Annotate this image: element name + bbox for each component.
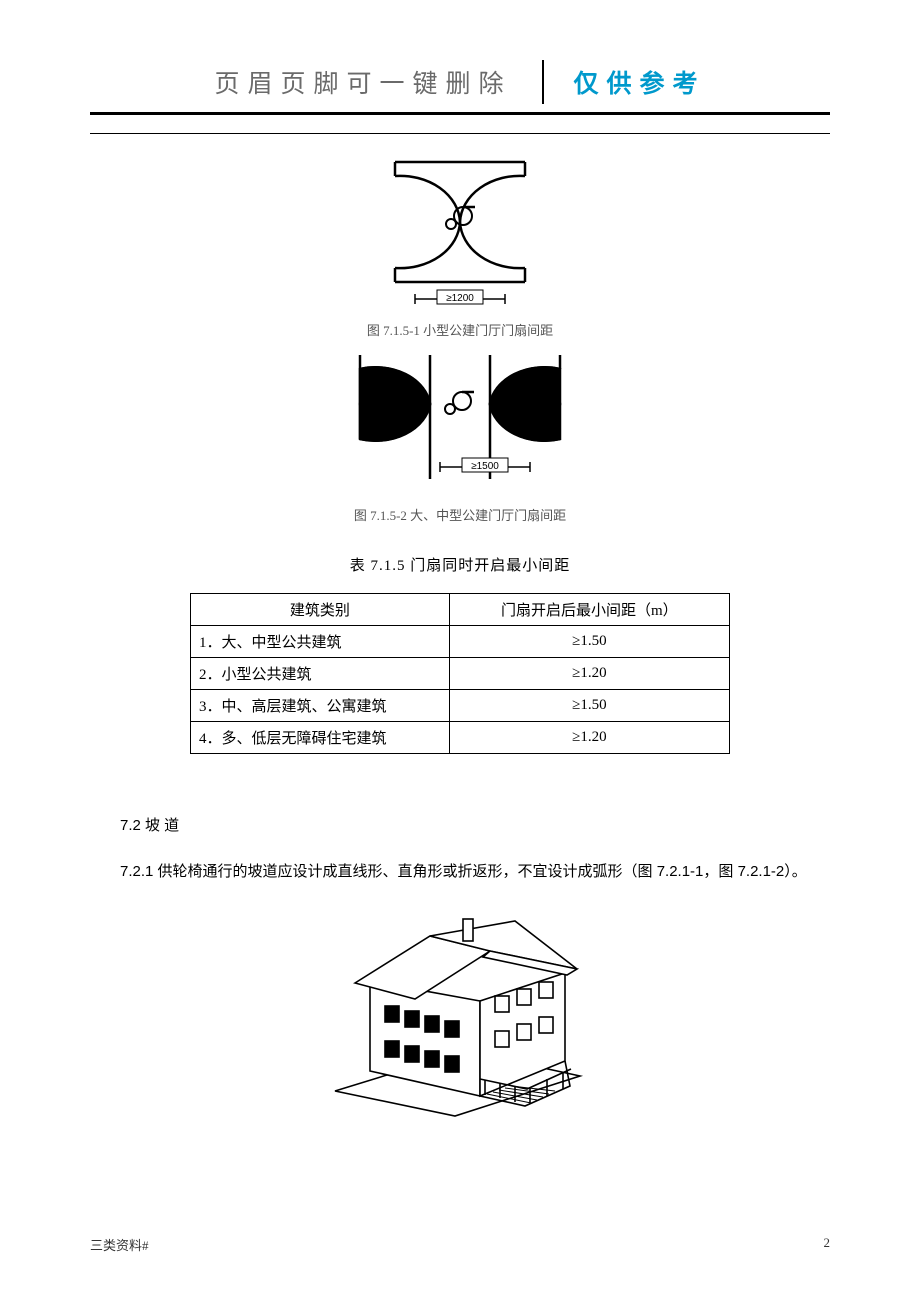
page-footer: 三类资料# 2 (90, 1235, 830, 1254)
fig1-dim-label: ≥1200 (446, 293, 474, 304)
page-header: 页眉页脚可一键删除 仅供参考 (90, 60, 830, 104)
table-row: 4．多、低层无障碍住宅建筑 ≥1.20 (191, 722, 730, 754)
table-cell: 2．小型公共建筑 (191, 658, 450, 690)
table-header-row: 建筑类别 门扇开启后最小间距（m） (191, 594, 730, 626)
fig2-dim-label: ≥1500 (471, 461, 499, 472)
table-row: 1．大、中型公共建筑 ≥1.50 (191, 626, 730, 658)
house-svg (315, 901, 605, 1121)
header-left-text: 页眉页脚可一键删除 (214, 64, 511, 100)
table-caption: 表 7.1.5 门扇同时开启最小间距 (90, 554, 830, 575)
footer-left: 三类资料# (90, 1235, 149, 1254)
table-cell: ≥1.20 (449, 722, 729, 754)
table-cell: 1．大、中型公共建筑 (191, 626, 450, 658)
figures-block: ≥1200 图 7.1.5-1 小型公建门厅门扇间距 (90, 154, 830, 524)
figure-house (90, 901, 830, 1126)
table-cell: ≥1.50 (449, 690, 729, 722)
table-col-header: 建筑类别 (191, 594, 450, 626)
table-cell: ≥1.50 (449, 626, 729, 658)
header-right-text: 仅供参考 (574, 64, 706, 100)
table-cell: 3．中、高层建筑、公寓建筑 (191, 690, 450, 722)
figure-1-caption: 图 7.1.5-1 小型公建门厅门扇间距 (90, 320, 830, 339)
paragraph-721: 7.2.1 供轮椅通行的坡道应设计成直线形、直角形或折返形，不宜设计成弧形（图 … (90, 859, 830, 885)
figure-2-caption: 图 7.1.5-2 大、中型公建门厅门扇间距 (90, 505, 830, 524)
table-cell: ≥1.20 (449, 658, 729, 690)
table-col-header: 门扇开启后最小间距（m） (449, 594, 729, 626)
table-row: 2．小型公共建筑 ≥1.20 (191, 658, 730, 690)
section-heading: 7.2 坡 道 (120, 814, 830, 835)
figure-1-svg: ≥1200 (345, 154, 575, 314)
header-divider (542, 60, 544, 104)
header-rule-thick (90, 112, 830, 115)
page-container: 页眉页脚可一键删除 仅供参考 (0, 0, 920, 1176)
table-cell: 4．多、低层无障碍住宅建筑 (191, 722, 450, 754)
footer-page-number: 2 (824, 1235, 831, 1254)
table-row: 3．中、高层建筑、公寓建筑 ≥1.50 (191, 690, 730, 722)
header-rule-thin (90, 133, 830, 134)
figure-2-svg: ≥1500 (330, 349, 590, 499)
clearance-table: 建筑类别 门扇开启后最小间距（m） 1．大、中型公共建筑 ≥1.50 2．小型公… (190, 593, 730, 754)
